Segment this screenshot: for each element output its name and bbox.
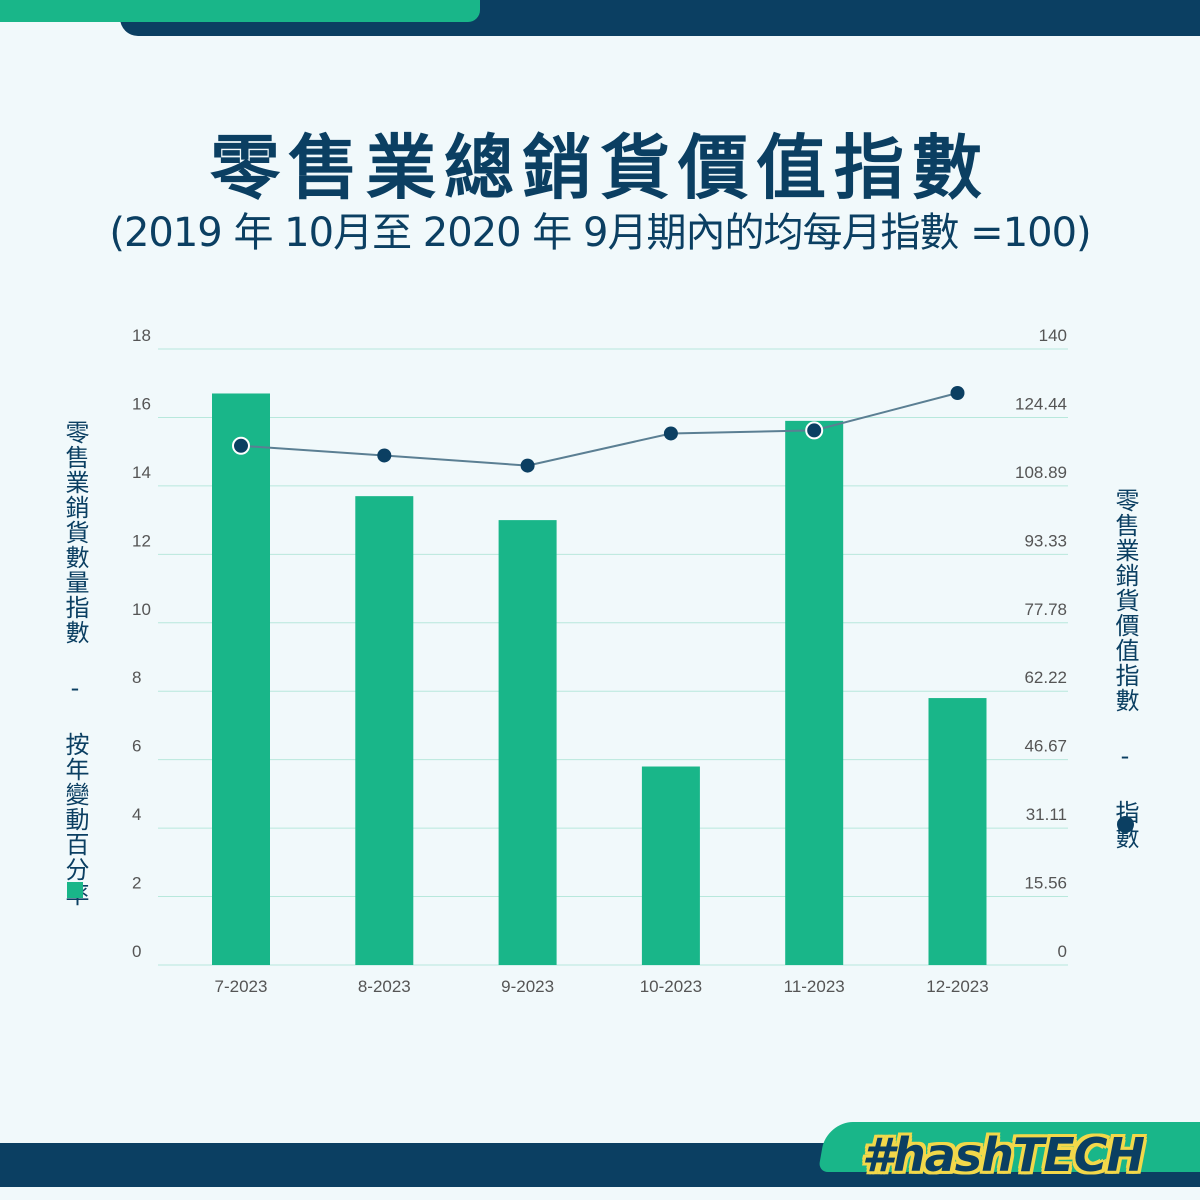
legend-bar-square-icon — [67, 882, 83, 898]
line-point — [805, 421, 824, 440]
y-left-tick-label: 8 — [132, 668, 141, 687]
y-axis-right-label: 零售業銷貨價值指數 - 指數 — [1111, 488, 1139, 850]
series-line — [240, 392, 958, 467]
x-tick-label: 11-2023 — [784, 977, 845, 996]
line-point — [520, 458, 535, 473]
y-right-tick-label: 46.67 — [1024, 737, 1067, 756]
bar — [928, 698, 987, 965]
chart-subtitle: (2019 年 10月至 2020 年 9月期內的均每月指數 =100) — [109, 210, 1091, 256]
line-series — [232, 386, 965, 473]
y-left-tick-label: 16 — [132, 394, 151, 413]
y-right-tick-label: 62.22 — [1024, 668, 1067, 687]
y-left-tick-label: 10 — [132, 600, 151, 619]
y-axis-left-label: 零售業銷貨數量指數 - 按年變動百分率 — [61, 420, 89, 907]
x-tick-label: 7-2023 — [215, 977, 268, 996]
y-left-tick-label: 4 — [132, 805, 141, 824]
bar — [498, 520, 557, 965]
line-point — [377, 448, 392, 463]
bar-series — [212, 393, 987, 965]
line-point — [663, 426, 678, 441]
x-tick-label: 8-2023 — [358, 977, 411, 996]
y-left-tick-label: 6 — [132, 737, 141, 756]
y-left-tick-label: 12 — [132, 531, 151, 550]
bar — [355, 496, 414, 965]
bar — [641, 766, 700, 965]
y-right-tick-label: 77.78 — [1024, 600, 1067, 619]
top-banner-green — [0, 0, 480, 22]
y-right-tick-label: 124.44 — [1015, 394, 1067, 413]
x-tick-label: 9-2023 — [501, 977, 554, 996]
x-tick-label: 10-2023 — [640, 977, 702, 996]
chart-title: 零售業總銷貨價值指數 — [210, 127, 990, 209]
line-point — [950, 386, 965, 400]
y-right-tick-label: 108.89 — [1015, 463, 1067, 482]
gridlines — [158, 348, 1068, 966]
line-point — [232, 436, 250, 455]
legend-line-dot-icon — [1117, 816, 1134, 833]
hashtech-logo: #hashTECH — [862, 1128, 1145, 1182]
axis-ticks: 0 0 2 15.56 4 31.11 6 46.67 8 62.22 10 77.78 12 93.33… — [132, 326, 1067, 996]
y-right-tick-label: 15.56 — [1024, 874, 1067, 893]
y-left-tick-label: 2 — [132, 874, 141, 893]
y-left-tick-label: 18 — [132, 326, 151, 345]
y-right-tick-label: 0 — [1058, 942, 1067, 961]
y-right-tick-label: 93.33 — [1024, 531, 1067, 550]
bar — [785, 420, 844, 965]
bar — [212, 393, 270, 965]
y-left-tick-label: 0 — [132, 942, 141, 961]
y-right-tick-label: 140 — [1039, 326, 1067, 345]
y-right-tick-label: 31.11 — [1026, 805, 1067, 824]
y-left-tick-label: 14 — [132, 463, 151, 482]
x-tick-label: 12-2023 — [926, 977, 988, 996]
